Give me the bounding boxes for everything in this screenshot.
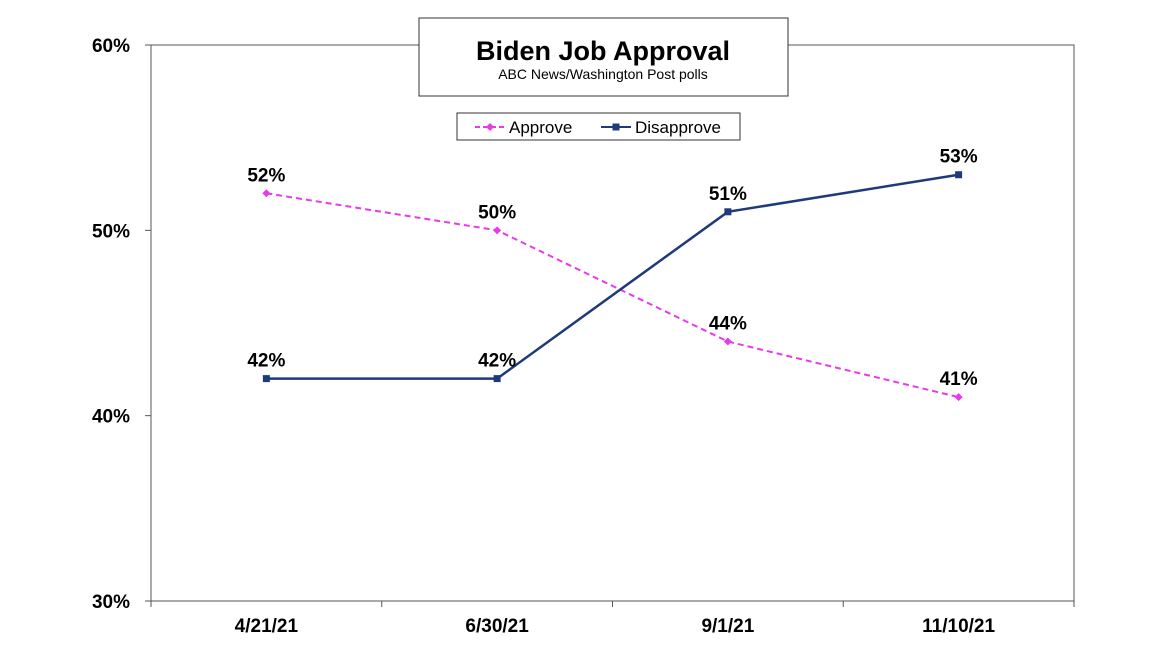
legend-border [456, 112, 741, 141]
data-label: 51% [709, 184, 747, 205]
data-point [954, 393, 963, 402]
data-point [262, 189, 271, 198]
data-label: 42% [478, 351, 516, 372]
title-box: Biden Job Approval ABC News/Washington P… [418, 17, 789, 97]
data-point [493, 226, 502, 235]
x-tick-label: 6/30/21 [465, 616, 529, 637]
y-tick-label: 60% [92, 36, 130, 57]
chart-title: Biden Job Approval [476, 36, 730, 66]
data-label: 53% [940, 147, 978, 168]
x-tick-label: 11/10/21 [922, 616, 995, 637]
legend-marker [486, 123, 494, 131]
legend-marker [612, 123, 620, 131]
y-tick-label: 40% [92, 407, 130, 428]
data-label: 42% [247, 351, 285, 372]
legend: Approve Disapprove [456, 112, 741, 141]
x-axis: 4/21/21 6/30/21 9/1/21 11/10/21 [150, 601, 1075, 637]
series-line-approve [266, 192, 959, 399]
data-point [493, 375, 501, 383]
data-point [262, 375, 270, 383]
y-axis: 30% 40% 50% 60% [92, 36, 151, 613]
series-line-disapprove [266, 173, 959, 380]
data-label: 52% [247, 165, 285, 186]
y-tick-label: 50% [92, 221, 130, 242]
chart-subtitle: ABC News/Washington Post polls [498, 66, 708, 82]
legend-label: Approve [509, 118, 572, 137]
x-tick-label: 4/21/21 [235, 616, 299, 637]
data-label: 41% [940, 369, 978, 390]
y-tick-label: 30% [92, 592, 130, 613]
data-point [724, 208, 732, 216]
data-point [723, 337, 732, 346]
data-labels: 52% 50% 44% 41% 42% 42% 51% 53% [247, 147, 977, 390]
data-label: 50% [478, 202, 516, 223]
series-layer [262, 171, 963, 402]
data-label: 44% [709, 314, 747, 335]
data-point [955, 171, 963, 179]
title-box-border [418, 17, 789, 97]
legend-label: Disapprove [635, 118, 721, 137]
x-tick-label: 9/1/21 [701, 616, 754, 637]
